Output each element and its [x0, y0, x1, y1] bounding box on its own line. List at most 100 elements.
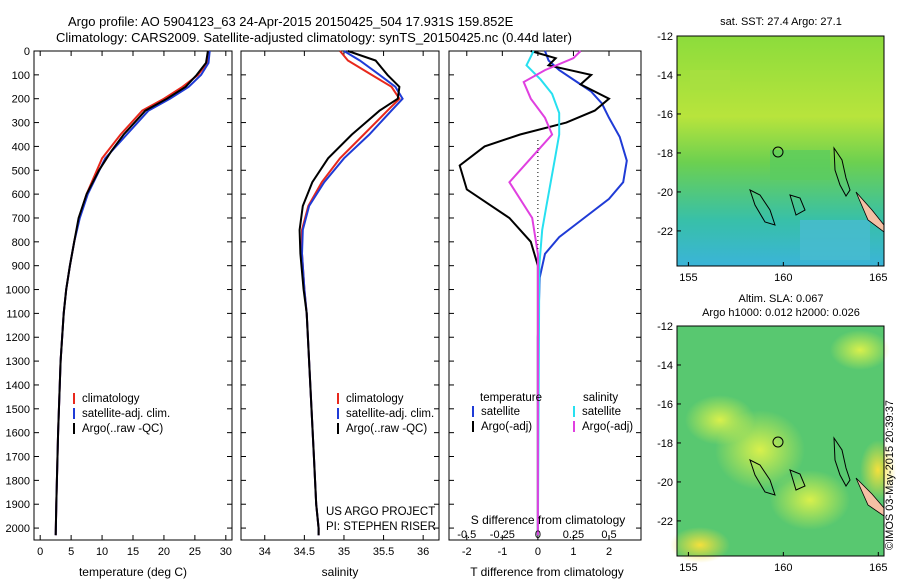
x-tick-label: 5 [68, 546, 74, 558]
legend-label-climatology: climatology [346, 393, 404, 405]
sla-map-subtitle: Argo h1000: 0.012 h2000: 0.026 [702, 307, 860, 319]
salinity-legend: climatology satellite-adj. clim. Argo(..… [326, 393, 436, 533]
map-y-tick-label: -20 [657, 187, 673, 199]
figure-title-line2: Climatology: CARS2009. Satellite-adjuste… [56, 30, 572, 45]
difference-legend: temperature salinity satellite Argo(-adj… [472, 392, 633, 433]
x-tick-label: 20 [158, 546, 170, 558]
difference-xlabel: T difference from climatology [470, 565, 624, 579]
sst-patch [770, 150, 830, 180]
sla-anomaly [860, 440, 896, 500]
figure-title-line1: Argo profile: AO 5904123_63 24-Apr-2015 … [68, 14, 514, 29]
sst-map-title: sat. SST: 27.4 Argo: 27.1 [720, 16, 842, 28]
argo-location-marker [772, 436, 784, 448]
sst-patch [800, 220, 870, 260]
y-tick-label: 400 [12, 141, 30, 153]
legend-label-argo: Argo(..raw -QC) [346, 423, 427, 435]
x-tick-label: -2 [462, 546, 472, 558]
difference-xlabel-top: S difference from climatology [471, 513, 626, 527]
legend-title-temperature: temperature [480, 392, 542, 404]
sst-coastline [833, 146, 851, 197]
x-tick-label: 25 [189, 546, 201, 558]
s-tick-label: 0.5 [601, 529, 616, 541]
sst-map [676, 35, 885, 267]
x-tick-label: 35 [338, 546, 350, 558]
x-tick-label: 30 [220, 546, 232, 558]
series-line-1 [300, 50, 404, 536]
temperature-legend: climatology satellite-adj. clim. Argo(..… [73, 393, 170, 435]
map-x-tick-label: 155 [679, 272, 697, 284]
sst-coastline [749, 189, 776, 226]
map-y-tick-label: -22 [657, 226, 673, 238]
legend-label-argo: Argo(..raw -QC) [82, 423, 163, 435]
y-tick-label: 0 [24, 46, 30, 58]
y-tick-label: 300 [12, 118, 30, 130]
y-tick-label: 1000 [6, 285, 30, 297]
map-y-tick-label: -18 [657, 438, 673, 450]
sla-coastline [749, 459, 776, 496]
sla-map-title: Altim. SLA: 0.067 [739, 293, 824, 305]
sla-anomaly [670, 527, 730, 563]
map-y-tick-label: -12 [657, 31, 673, 43]
sla-coastline [833, 436, 851, 487]
sla-map [670, 325, 896, 563]
x-tick-label: -1 [497, 546, 507, 558]
project-annotation-line2: PI: STEPHEN RISER [326, 521, 436, 533]
map-y-tick-label: -20 [657, 477, 673, 489]
x-tick-label: 36 [417, 546, 429, 558]
argo-location-marker [772, 146, 784, 158]
y-tick-label: 1100 [6, 308, 30, 320]
y-tick-label: 2000 [6, 523, 30, 535]
salinity-xlabel: salinity [322, 565, 359, 579]
sla-anomaly [685, 395, 755, 445]
y-tick-label: 1200 [6, 332, 30, 344]
x-tick-label: 34.5 [294, 546, 315, 558]
x-tick-label: 34 [259, 546, 271, 558]
series-line-2 [525, 50, 561, 536]
sst-patch [690, 70, 730, 90]
y-tick-label: 1300 [6, 356, 30, 368]
y-tick-label: 700 [12, 213, 30, 225]
sst-coastline [789, 194, 806, 216]
map-x-tick-label: 165 [869, 272, 887, 284]
legend-label-satellite: satellite-adj. clim. [346, 408, 434, 420]
y-tick-label: 1600 [6, 428, 30, 440]
x-tick-label: 2 [606, 546, 612, 558]
salinity-panel-frame [240, 50, 440, 541]
y-tick-label: 1700 [6, 452, 30, 464]
map-x-tick-label: 155 [679, 562, 697, 574]
map-y-tick-label: -16 [657, 399, 673, 411]
map-x-tick-label: 160 [774, 562, 792, 574]
s-tick-label: 0.25 [563, 529, 584, 541]
y-tick-label: 900 [12, 261, 30, 273]
sla-map-ticks: 155 160 165 -12 -14 -16 -18 -20 -22 [657, 321, 887, 574]
y-tick-label: 100 [12, 70, 30, 82]
series-line-2 [298, 50, 401, 536]
y-tick-label: 1500 [6, 404, 30, 416]
sla-anomaly [830, 330, 890, 370]
copyright-note: ©IMOS 03-May-2015 20:39:37 [884, 400, 896, 550]
series-line-0 [301, 50, 401, 536]
y-tick-label: 600 [12, 189, 30, 201]
y-tick-label: 1800 [6, 475, 30, 487]
map-y-tick-label: -14 [657, 360, 673, 372]
legend-title-salinity: salinity [583, 392, 618, 404]
legend-label-climatology: climatology [82, 393, 140, 405]
x-tick-label: 0 [37, 546, 43, 558]
x-tick-label: 1 [570, 546, 576, 558]
series-line-2 [54, 50, 209, 536]
x-tick-label: 15 [127, 546, 139, 558]
sst-map-frame [676, 35, 885, 267]
sst-map-ticks: 155 160 165 -12 -14 -16 -18 -20 -22 [657, 31, 887, 284]
sla-map-frame [676, 325, 885, 557]
map-y-tick-label: -22 [657, 516, 673, 528]
sla-coastline [789, 469, 806, 491]
legend-label-sal-satellite: satellite [582, 406, 621, 418]
map-x-tick-label: 160 [774, 272, 792, 284]
y-tick-label: 800 [12, 237, 30, 249]
y-tick-label: 1900 [6, 499, 30, 511]
salinity-plot: 34 34.5 35 35.5 36 [241, 50, 439, 558]
legend-label-temp-argo: Argo(-adj) [481, 421, 532, 433]
y-tick-label: 200 [12, 94, 30, 106]
legend-label-temp-satellite: satellite [481, 406, 520, 418]
project-annotation-line1: US ARGO PROJECT [326, 506, 435, 518]
